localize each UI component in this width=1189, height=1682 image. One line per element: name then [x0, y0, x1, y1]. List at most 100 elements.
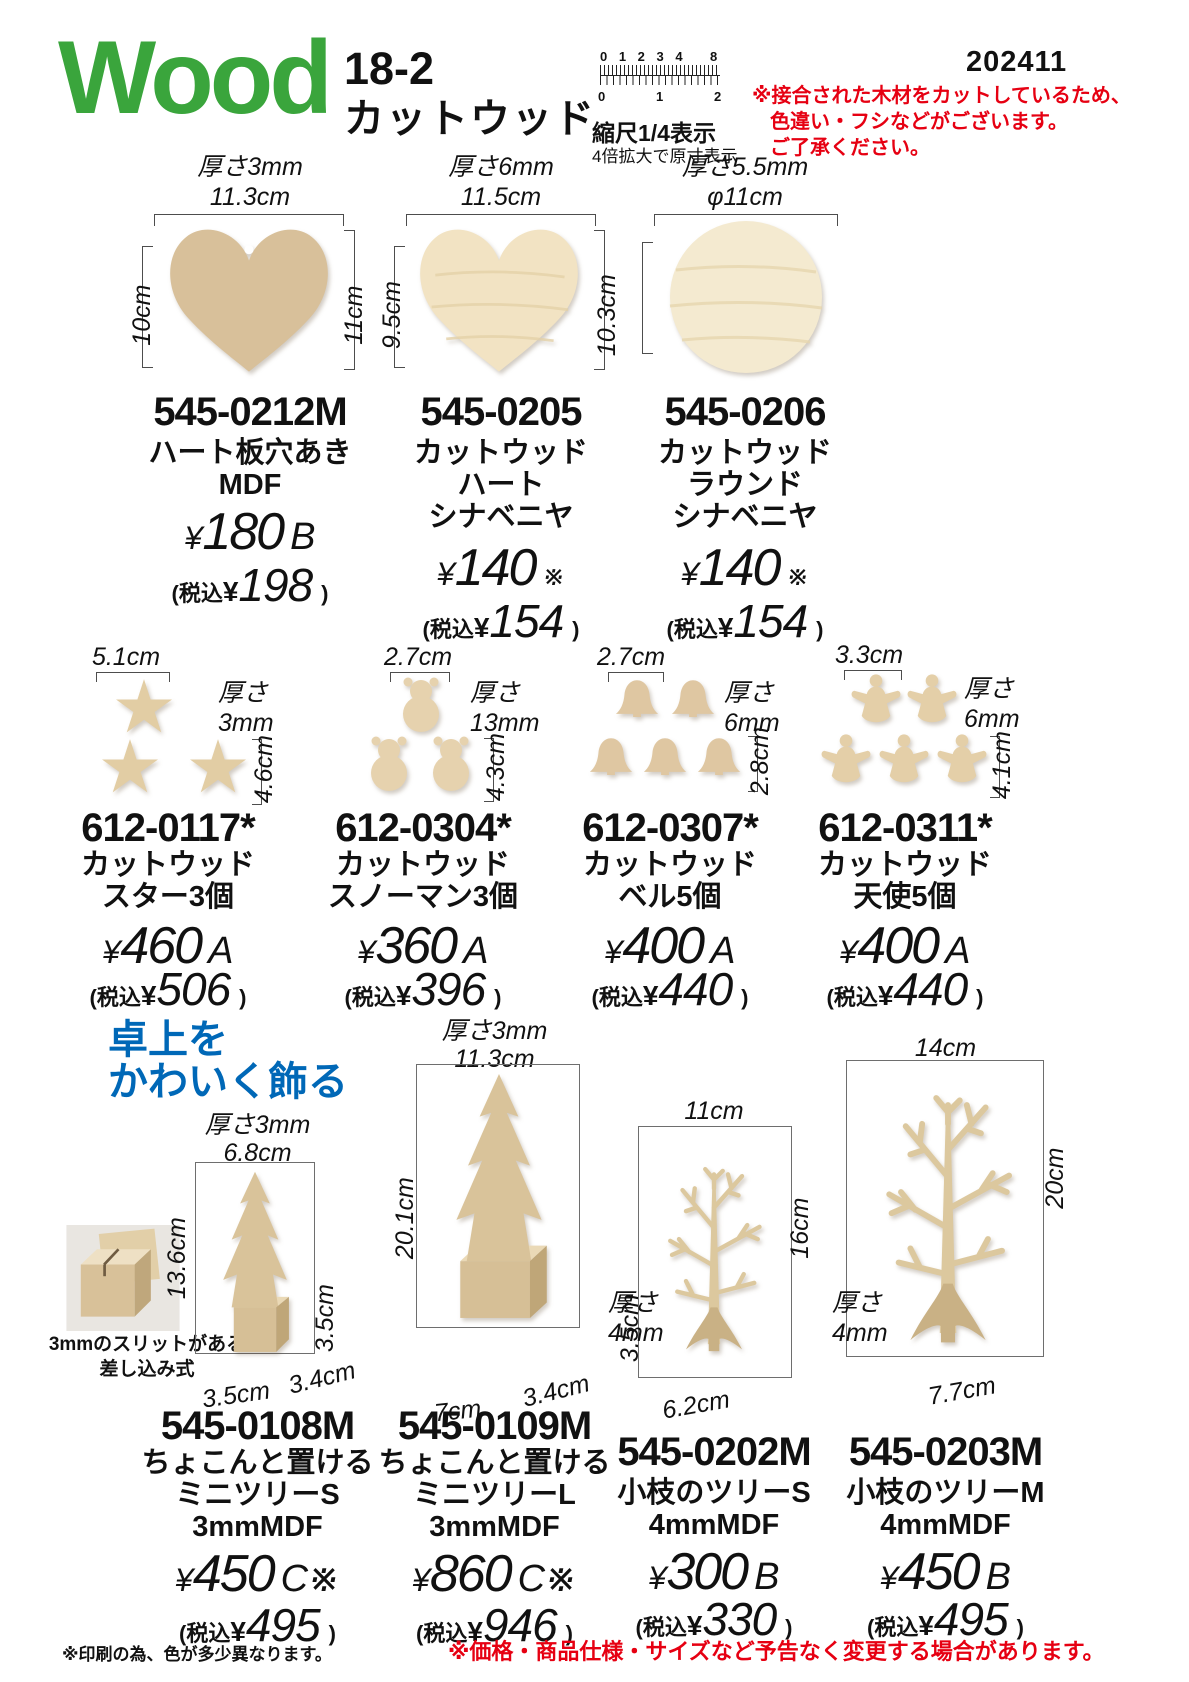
angel-photo	[851, 674, 901, 723]
page-title: カットウッド	[344, 97, 596, 141]
inset-caption-line2: 差し込み式	[99, 1359, 195, 1380]
measure-box	[195, 1162, 315, 1354]
tax-price: (税込 ¥ 495 )	[867, 1593, 1024, 1645]
product-card: 2.7cm 厚さ 13mm 4.3cm 612-0304* カットウッド スノー…	[310, 640, 540, 1015]
product-card: 厚さ3mm 11.3cm 10cm 11cm 545-0212M ハート板穴あき…	[128, 150, 372, 660]
price: ¥ 400 A	[839, 917, 971, 975]
slit-base-inset-photo	[66, 1225, 180, 1331]
product-name-line: スノーマン3個	[327, 881, 519, 913]
dim-thickness: 厚さ3mm	[441, 1017, 548, 1045]
ruler-bottom-1: 1	[656, 89, 664, 104]
star-photo	[102, 739, 159, 793]
twig-tree-photo	[886, 1095, 1013, 1343]
currency-symbol: ¥	[184, 520, 203, 556]
product-name-line: 4mmMDF	[648, 1509, 780, 1541]
inset-caption-line1: 3mmのスリットがある	[48, 1334, 246, 1355]
product-card: 11cm 厚さ 4mm 16cm 6.2cm 545-0202M 小枝のツリーS…	[600, 1090, 828, 1670]
dim-width: 11.3cm	[209, 183, 291, 211]
product-code: 612-0304*	[335, 806, 512, 850]
product-card: 2.7cm 厚さ 6mm 2.8cm 612-0307* カットウッド ベル5個…	[558, 640, 782, 1015]
dim-height: 4.6cm	[249, 735, 278, 804]
product-name-line: カットウッド	[80, 849, 255, 881]
dim-height: 20.1cm	[390, 1177, 419, 1260]
scale-sublabel: 4倍拡大で原寸表示	[592, 147, 738, 166]
price: ¥ 360 A	[357, 917, 489, 975]
mini-tree-photo	[223, 1171, 289, 1352]
bell-photo	[697, 738, 741, 775]
tax-price: (税込 ¥ 330 )	[635, 1593, 793, 1645]
ruler-top-numbers: 0 1 2 3 4	[600, 49, 687, 64]
issue-date: 202411	[966, 46, 1068, 78]
product-code: 612-0311*	[818, 806, 992, 850]
dim-width: 2.7cm	[596, 643, 666, 671]
dim-width: 6.8cm	[223, 1139, 292, 1167]
price: ¥ 450 B	[880, 1543, 1011, 1601]
product-name-line: MDF	[218, 469, 282, 501]
snowman-photo	[403, 677, 439, 732]
price-change-note: ※価格・商品仕様・サイズなど予告なく変更する場合があります。	[448, 1639, 1105, 1664]
product-name-line: ハート	[457, 469, 545, 501]
measure-box	[638, 1126, 792, 1378]
tagline-line2: かわいく飾る	[108, 1060, 348, 1104]
dim-width: 5.1cm	[91, 643, 161, 671]
product-name-line: ハート板穴あき	[148, 437, 352, 469]
width-bracket	[96, 672, 170, 682]
product-code: 545-0203M	[848, 1430, 1043, 1474]
material-notice-line1: ※接合された木材をカットしているため、	[752, 85, 1131, 107]
left-height-bracket	[142, 246, 153, 368]
dim-height: 20cm	[1040, 1147, 1069, 1209]
product-name-line: 3mmMDF	[429, 1511, 560, 1543]
product-name-line: 天使5個	[853, 881, 957, 913]
tax-price: (税込 ¥ 506 )	[89, 963, 247, 1015]
heart-board-photo	[170, 229, 328, 372]
dim-height: 16cm	[785, 1197, 814, 1259]
price: ¥ 450 C※	[175, 1545, 340, 1603]
product-code: 545-0206	[664, 390, 826, 434]
dim-width: 11cm	[684, 1097, 744, 1125]
star-photo	[190, 739, 247, 793]
dim-left-height: 10cm	[127, 284, 156, 346]
dim-width: 11.3cm	[454, 1045, 535, 1073]
dim-width: φ11cm	[707, 183, 783, 211]
product-name-line: 小枝のツリーM	[846, 1477, 1045, 1509]
price: ¥ 140 ※	[680, 539, 810, 597]
product-code: 612-0307*	[582, 806, 759, 850]
product-code: 545-0109M	[397, 1404, 592, 1448]
product-name-line: カットウッド	[657, 437, 832, 469]
product-name-line: カットウッド	[413, 437, 588, 469]
bell-photo	[615, 680, 659, 717]
right-height-bracket	[594, 230, 605, 370]
price: ¥ 460 A	[102, 917, 234, 975]
dim-thickness: 厚さ 6mm	[964, 675, 1020, 733]
product-name-line: シナベニヤ	[672, 501, 818, 533]
dim-thickness: 厚さ5.5mm	[681, 153, 809, 181]
left-height-bracket	[642, 242, 653, 354]
angel-photo	[907, 674, 957, 723]
dim-base-width: 7.7cm	[926, 1371, 998, 1411]
product-code: 545-0205	[420, 390, 582, 434]
ruler-ticks-fine	[600, 65, 720, 76]
dim-height: 13.6cm	[162, 1217, 191, 1300]
round-plywood-photo	[669, 221, 823, 373]
product-name-line: 小枝のツリーS	[617, 1477, 811, 1509]
dim-thickness: 厚さ3mm	[197, 153, 303, 181]
price: ¥ 400 A	[604, 917, 736, 975]
price: ¥ 300 B	[648, 1543, 780, 1601]
mini-tree-photo	[456, 1073, 547, 1318]
dim-right-height: 11cm	[339, 285, 368, 345]
price: ¥ 180 B	[184, 503, 316, 561]
product-name-line: 3mmMDF	[192, 1511, 323, 1543]
bell-photo	[671, 680, 715, 717]
width-bracket	[654, 214, 838, 226]
angel-photo	[879, 734, 929, 783]
height-bracket	[748, 736, 758, 792]
width-bracket	[406, 214, 596, 226]
width-bracket	[844, 670, 902, 680]
dim-thickness: 厚さ 3mm	[218, 679, 274, 737]
product-card: 3.3cm 厚さ 6mm 4.1cm 612-0311* カットウッド	[792, 640, 1020, 1015]
product-card: 5.1cm 厚さ 3mm 4.6cm 612-0117* カットウッド スター3…	[56, 640, 280, 1015]
product-name-line: スター3個	[101, 881, 235, 913]
twig-tree-photo	[668, 1166, 762, 1352]
price: ¥ 860 C※	[412, 1545, 577, 1603]
